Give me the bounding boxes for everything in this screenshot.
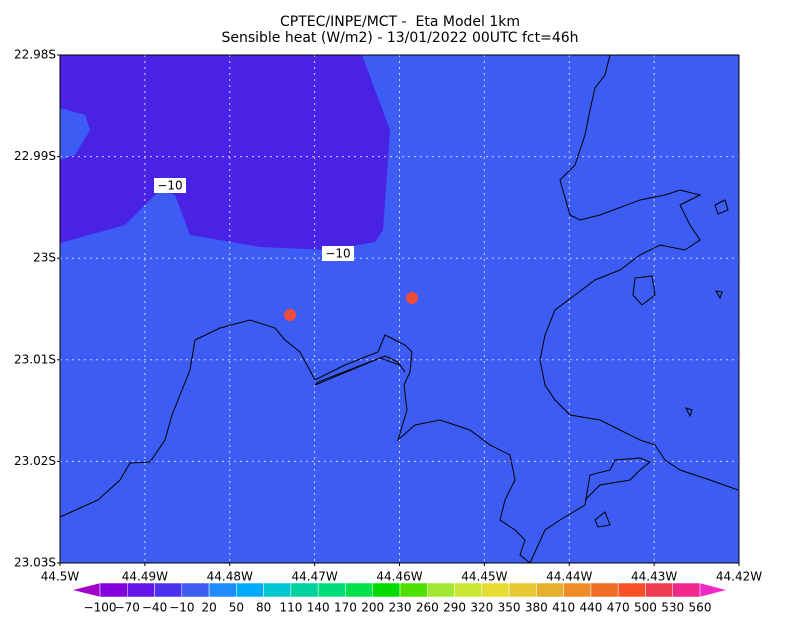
y-tick-label: 23S	[33, 251, 56, 265]
x-tick-label: 44.49W	[122, 570, 168, 584]
colorbar-swatch	[617, 582, 646, 598]
colorbar-swatch	[536, 582, 564, 598]
colorbar-swatch	[263, 582, 292, 598]
y-tick-label: 22.98S	[14, 48, 56, 62]
colorbar-label: 200	[361, 601, 384, 615]
colorbar-label: 110	[279, 601, 302, 615]
colorbar-swatch	[99, 582, 128, 598]
title-line: CPTEC/INPE/MCT - Eta Model 1km	[280, 14, 520, 30]
colorbar-label: −100	[84, 601, 117, 615]
colorbar-label: 530	[661, 601, 684, 615]
contour-label-box	[154, 178, 186, 193]
x-tick-label: 44.44W	[546, 570, 592, 584]
colorbar-label: 230	[389, 601, 412, 615]
x-tick-label: 44.42W	[716, 570, 762, 584]
colorbar-label: 440	[579, 601, 602, 615]
colorbar-label: 20	[201, 601, 216, 615]
colorbar-swatch	[154, 582, 183, 598]
x-tick-label: 44.5W	[41, 570, 80, 584]
colorbar-swatch	[481, 582, 510, 598]
colorbar-swatch	[345, 582, 373, 598]
colorbar-label: 320	[470, 601, 493, 615]
colorbar-label: 170	[334, 601, 357, 615]
contour-label: −10	[157, 179, 182, 193]
colorbar-label: 410	[552, 601, 575, 615]
colorbar-label: 380	[525, 601, 548, 615]
y-tick-label: 23.01S	[14, 352, 56, 366]
colorbar-swatch	[317, 582, 346, 598]
colorbar-label: 470	[607, 601, 630, 615]
colorbar-label: 560	[689, 601, 712, 615]
colorbar-arrow	[699, 582, 728, 598]
colorbar-swatch	[372, 582, 401, 598]
colorbar-swatch	[454, 582, 483, 598]
coastline	[59, 54, 739, 564]
grid	[60, 55, 739, 563]
map-area: −10 −10	[59, 54, 740, 564]
contour-label: −10	[325, 247, 350, 261]
colorbar-swatch	[508, 582, 537, 598]
colorbar-swatch	[236, 582, 264, 598]
colorbar-swatch	[181, 582, 210, 598]
y-tick-label: 22.99S	[14, 149, 56, 163]
x-tick-label: 44.47W	[292, 570, 338, 584]
colorbar-label: 50	[229, 601, 244, 615]
colorbar-swatch	[290, 582, 319, 598]
colorbar-label: 350	[498, 601, 521, 615]
colorbar-arrow	[71, 582, 101, 598]
colorbar-label: −10	[169, 601, 194, 615]
colorbar-swatch	[399, 582, 428, 598]
y-tick-label: 23.02S	[14, 454, 56, 468]
x-tick-label: 44.43W	[631, 570, 677, 584]
x-tick-label: 44.45W	[461, 570, 507, 584]
colorbar-label: 290	[443, 601, 466, 615]
colorbar-swatch	[563, 582, 592, 598]
colorbar-swatch	[590, 582, 619, 598]
colorbar-swatch	[208, 582, 237, 598]
colorbar-swatch	[427, 582, 455, 598]
station-marker	[284, 309, 296, 321]
negative-region	[60, 55, 390, 250]
colorbar-label: 80	[256, 601, 271, 615]
colorbar: −100−70 −40 −10 20 50 80 110 140 170 200 230 260 290…	[71, 582, 728, 615]
colorbar-swatch	[672, 582, 701, 598]
colorbar-label: 140	[307, 601, 330, 615]
contour-label-box	[322, 246, 354, 261]
colorbar-swatch	[127, 582, 155, 598]
station-marker	[406, 292, 418, 304]
colorbar-label: 260	[416, 601, 439, 615]
colorbar-label: 500	[634, 601, 657, 615]
x-tick-label: 44.48W	[207, 570, 253, 584]
colorbar-label: −70	[115, 601, 140, 615]
title-line: Sensible heat (W/m2) - 13/01/2022 00UTC …	[221, 30, 578, 46]
y-tick-label: 23.03S	[14, 556, 56, 570]
x-tick-label: 44.46W	[376, 570, 422, 584]
colorbar-swatch	[645, 582, 673, 598]
colorbar-label: −40	[142, 601, 167, 615]
